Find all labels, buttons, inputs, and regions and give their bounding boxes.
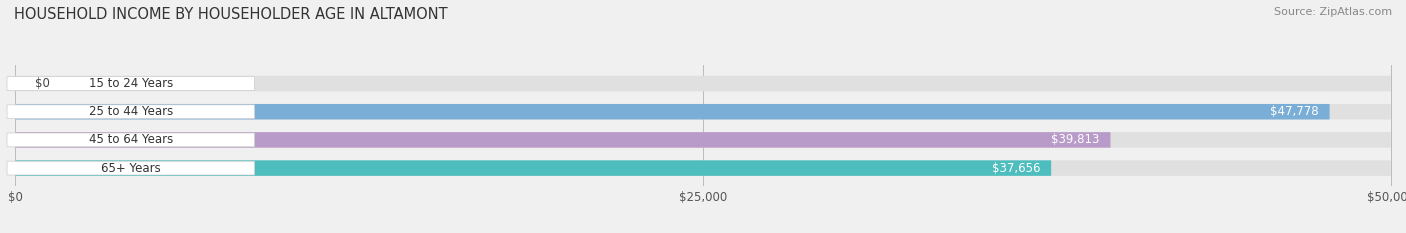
- FancyBboxPatch shape: [7, 77, 254, 90]
- Text: $47,778: $47,778: [1270, 105, 1319, 118]
- Text: $39,813: $39,813: [1052, 134, 1099, 146]
- FancyBboxPatch shape: [15, 132, 1391, 148]
- Text: 45 to 64 Years: 45 to 64 Years: [89, 134, 173, 146]
- FancyBboxPatch shape: [15, 160, 1052, 176]
- Text: 65+ Years: 65+ Years: [101, 161, 160, 175]
- Text: $37,656: $37,656: [991, 161, 1040, 175]
- Text: $0: $0: [35, 77, 49, 90]
- Text: 25 to 44 Years: 25 to 44 Years: [89, 105, 173, 118]
- FancyBboxPatch shape: [15, 160, 1391, 176]
- FancyBboxPatch shape: [15, 104, 1391, 120]
- Text: HOUSEHOLD INCOME BY HOUSEHOLDER AGE IN ALTAMONT: HOUSEHOLD INCOME BY HOUSEHOLDER AGE IN A…: [14, 7, 447, 22]
- FancyBboxPatch shape: [15, 132, 1111, 148]
- Text: Source: ZipAtlas.com: Source: ZipAtlas.com: [1274, 7, 1392, 17]
- FancyBboxPatch shape: [15, 76, 1391, 91]
- FancyBboxPatch shape: [7, 133, 254, 147]
- FancyBboxPatch shape: [15, 104, 1330, 120]
- FancyBboxPatch shape: [7, 161, 254, 175]
- FancyBboxPatch shape: [7, 105, 254, 119]
- Text: 15 to 24 Years: 15 to 24 Years: [89, 77, 173, 90]
